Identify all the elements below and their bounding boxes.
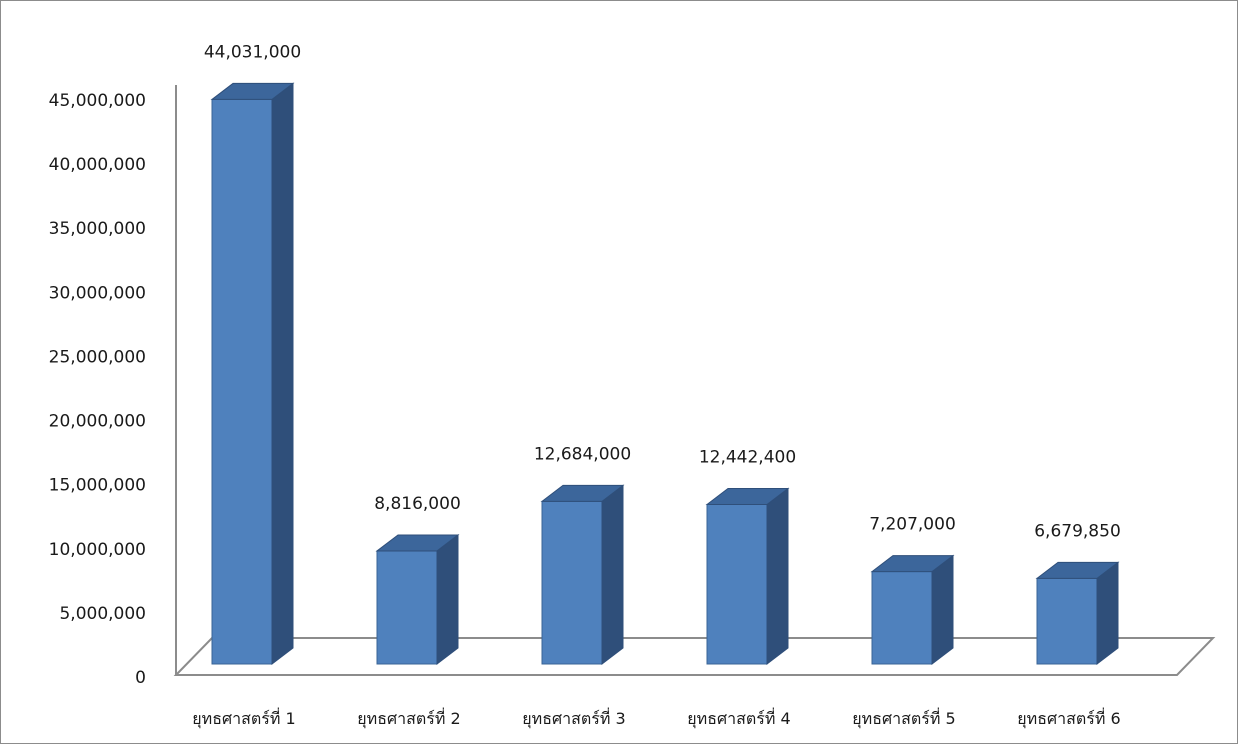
data-label: 6,679,850 [1034,521,1121,541]
bar [870,554,955,666]
bar [1035,561,1120,666]
y-tick-label: 35,000,000 [49,219,146,239]
y-tick-label: 20,000,000 [49,412,146,432]
bar [210,82,295,666]
bar-top [870,555,955,573]
y-tick-label: 25,000,000 [49,347,146,367]
bar-front [706,503,768,665]
bars [210,82,1120,666]
labels: 0 5,000,000 10,000,000 15,000,000 20,000,000… [49,42,1121,729]
x-axis-floor [173,637,1216,676]
data-label: 12,442,400 [699,447,796,467]
bar-top [705,487,790,505]
bar-top [210,82,295,100]
data-label: 44,031,000 [204,42,301,62]
bar-top [375,534,460,552]
bar-side [436,533,459,666]
data-label: 8,816,000 [374,494,461,514]
bar-side [601,484,624,666]
x-tick-label: ยุทธศาสตร์ที่ 4 [687,707,790,729]
x-tick-label: ยุทธศาสตร์ที่ 3 [522,707,625,729]
bar [705,487,790,666]
data-label: 7,207,000 [869,515,956,535]
y-tick-label: 45,000,000 [49,91,146,111]
y-tick-label: 40,000,000 [49,155,146,175]
bar-front [1036,577,1098,665]
y-tick-label: 0 [135,668,146,688]
y-tick-label: 5,000,000 [59,604,146,624]
bar-side [271,82,294,666]
x-tick-label: ยุทธศาสตร์ที่ 2 [357,707,460,729]
bar-front [541,500,603,665]
bar-front [871,571,933,665]
bar-side [1096,561,1119,666]
bar [540,484,625,666]
y-tick-label: 15,000,000 [49,476,146,496]
bar-top [540,484,625,502]
bar [375,533,460,666]
bar-side [766,487,789,666]
y-tick-label: 30,000,000 [49,283,146,303]
bar-top [1035,561,1120,579]
x-tick-label: ยุทธศาสตร์ที่ 5 [852,707,955,729]
bar-front [211,98,273,665]
x-tick-label: ยุทธศาสตร์ที่ 6 [1017,707,1120,729]
data-label: 12,684,000 [534,444,631,464]
x-tick-label: ยุทธศาสตร์ที่ 1 [192,707,295,729]
bar-front [376,550,438,665]
y-tick-label: 10,000,000 [49,540,146,560]
bar-side [931,554,954,666]
axes [173,85,1216,676]
